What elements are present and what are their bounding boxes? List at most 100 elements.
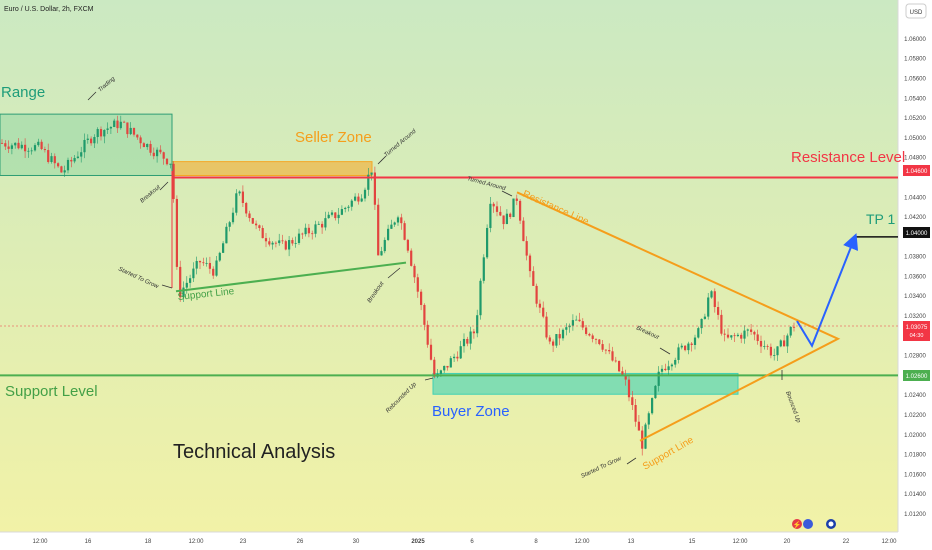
candle-body (245, 203, 248, 214)
candle-body (707, 297, 710, 317)
buyer-zone-label: Buyer Zone (432, 403, 510, 420)
candle-body (278, 240, 281, 244)
flag-icon[interactable] (803, 519, 813, 529)
candle-body (363, 189, 367, 199)
calendar-event-icon[interactable] (826, 519, 836, 529)
svg-text:1.04600: 1.04600 (906, 169, 928, 175)
candle-body (33, 145, 37, 151)
candle-body (568, 325, 571, 328)
candle-body (179, 266, 182, 298)
candle-body (373, 172, 376, 205)
candle-body (446, 365, 449, 368)
candle-body (492, 203, 495, 207)
candle-body (311, 233, 314, 235)
candle-body (271, 242, 274, 245)
candle-body (212, 268, 215, 276)
y-tick-label: 1.02800 (904, 354, 926, 360)
candle-body (393, 222, 396, 225)
candle-body (664, 368, 667, 371)
candle-body (281, 240, 284, 242)
candle-body (334, 212, 337, 219)
candle-body (578, 319, 581, 322)
candle-body (129, 127, 132, 135)
candle-body (146, 143, 149, 148)
candle-body (225, 226, 228, 244)
y-tick-label: 1.06000 (904, 37, 926, 43)
y-tick-label: 1.01200 (904, 512, 926, 518)
candle-body (324, 218, 327, 228)
y-tick-label: 1.01600 (904, 472, 926, 478)
candle-body (486, 227, 489, 258)
candle-body (614, 360, 617, 362)
candle-body (126, 122, 129, 135)
candle-body (182, 287, 185, 298)
candle-body (571, 320, 574, 326)
candle-body (469, 331, 472, 344)
candle-body (528, 255, 532, 272)
candle-body (466, 338, 469, 344)
candle-body (205, 262, 208, 264)
candle-body (604, 349, 607, 351)
candle-body (429, 344, 433, 360)
candle-body (400, 217, 403, 224)
candle-body (443, 365, 446, 371)
candle-body (347, 206, 350, 208)
candle-body (264, 238, 268, 242)
svg-text:1.03075: 1.03075 (906, 325, 928, 331)
candle-body (624, 374, 627, 380)
candle-body (713, 291, 716, 308)
candle-body (377, 204, 380, 256)
candle-body (548, 337, 551, 342)
x-tick-label: 16 (85, 539, 92, 545)
candle-body (535, 285, 538, 304)
y-tick-label: 1.01400 (904, 492, 926, 498)
candle-body (218, 252, 221, 261)
candle-body (585, 327, 588, 334)
candle-body (113, 120, 116, 128)
x-tick-label: 12:00 (732, 539, 748, 545)
candle-body (459, 346, 462, 359)
candle-body (27, 150, 30, 152)
candle-body (192, 268, 195, 279)
candle-body (165, 158, 169, 165)
candle-body (519, 200, 522, 221)
candle-body (631, 397, 634, 406)
candle-body (426, 324, 429, 345)
candle-body (558, 334, 561, 339)
candle-body (291, 240, 294, 244)
candle-body (30, 150, 33, 152)
candle-body (406, 239, 409, 251)
candle-body (228, 222, 231, 227)
candle-body (123, 121, 126, 123)
candle-body (63, 170, 66, 173)
candle-body (367, 174, 370, 190)
candle-body (769, 346, 772, 356)
candle-body (773, 355, 776, 356)
candle-body (360, 198, 363, 202)
candle-body (50, 156, 53, 162)
x-tick-label: 8 (534, 539, 538, 545)
candle-body (542, 307, 545, 317)
candle-body (142, 143, 145, 148)
candle-body (317, 223, 320, 225)
candle-body (86, 138, 89, 140)
candle-body (215, 260, 218, 276)
candle-body (20, 144, 23, 149)
candle-body (370, 172, 373, 175)
candle-body (545, 316, 548, 338)
support-level-label: Support Level (5, 383, 98, 400)
candle-body (591, 335, 594, 339)
candle-body (0, 142, 4, 144)
svg-text:04:30: 04:30 (910, 333, 924, 339)
currency-button[interactable]: USD (905, 3, 927, 19)
candle-body (268, 241, 271, 245)
x-tick-label: 18 (145, 539, 152, 545)
candle-body (152, 152, 155, 157)
candle-body (740, 334, 743, 339)
candle-body (413, 265, 416, 278)
candle-body (304, 227, 307, 235)
candle-body (512, 198, 515, 218)
lightning-icon[interactable]: ⚡ (792, 519, 802, 529)
candle-body (350, 200, 353, 207)
